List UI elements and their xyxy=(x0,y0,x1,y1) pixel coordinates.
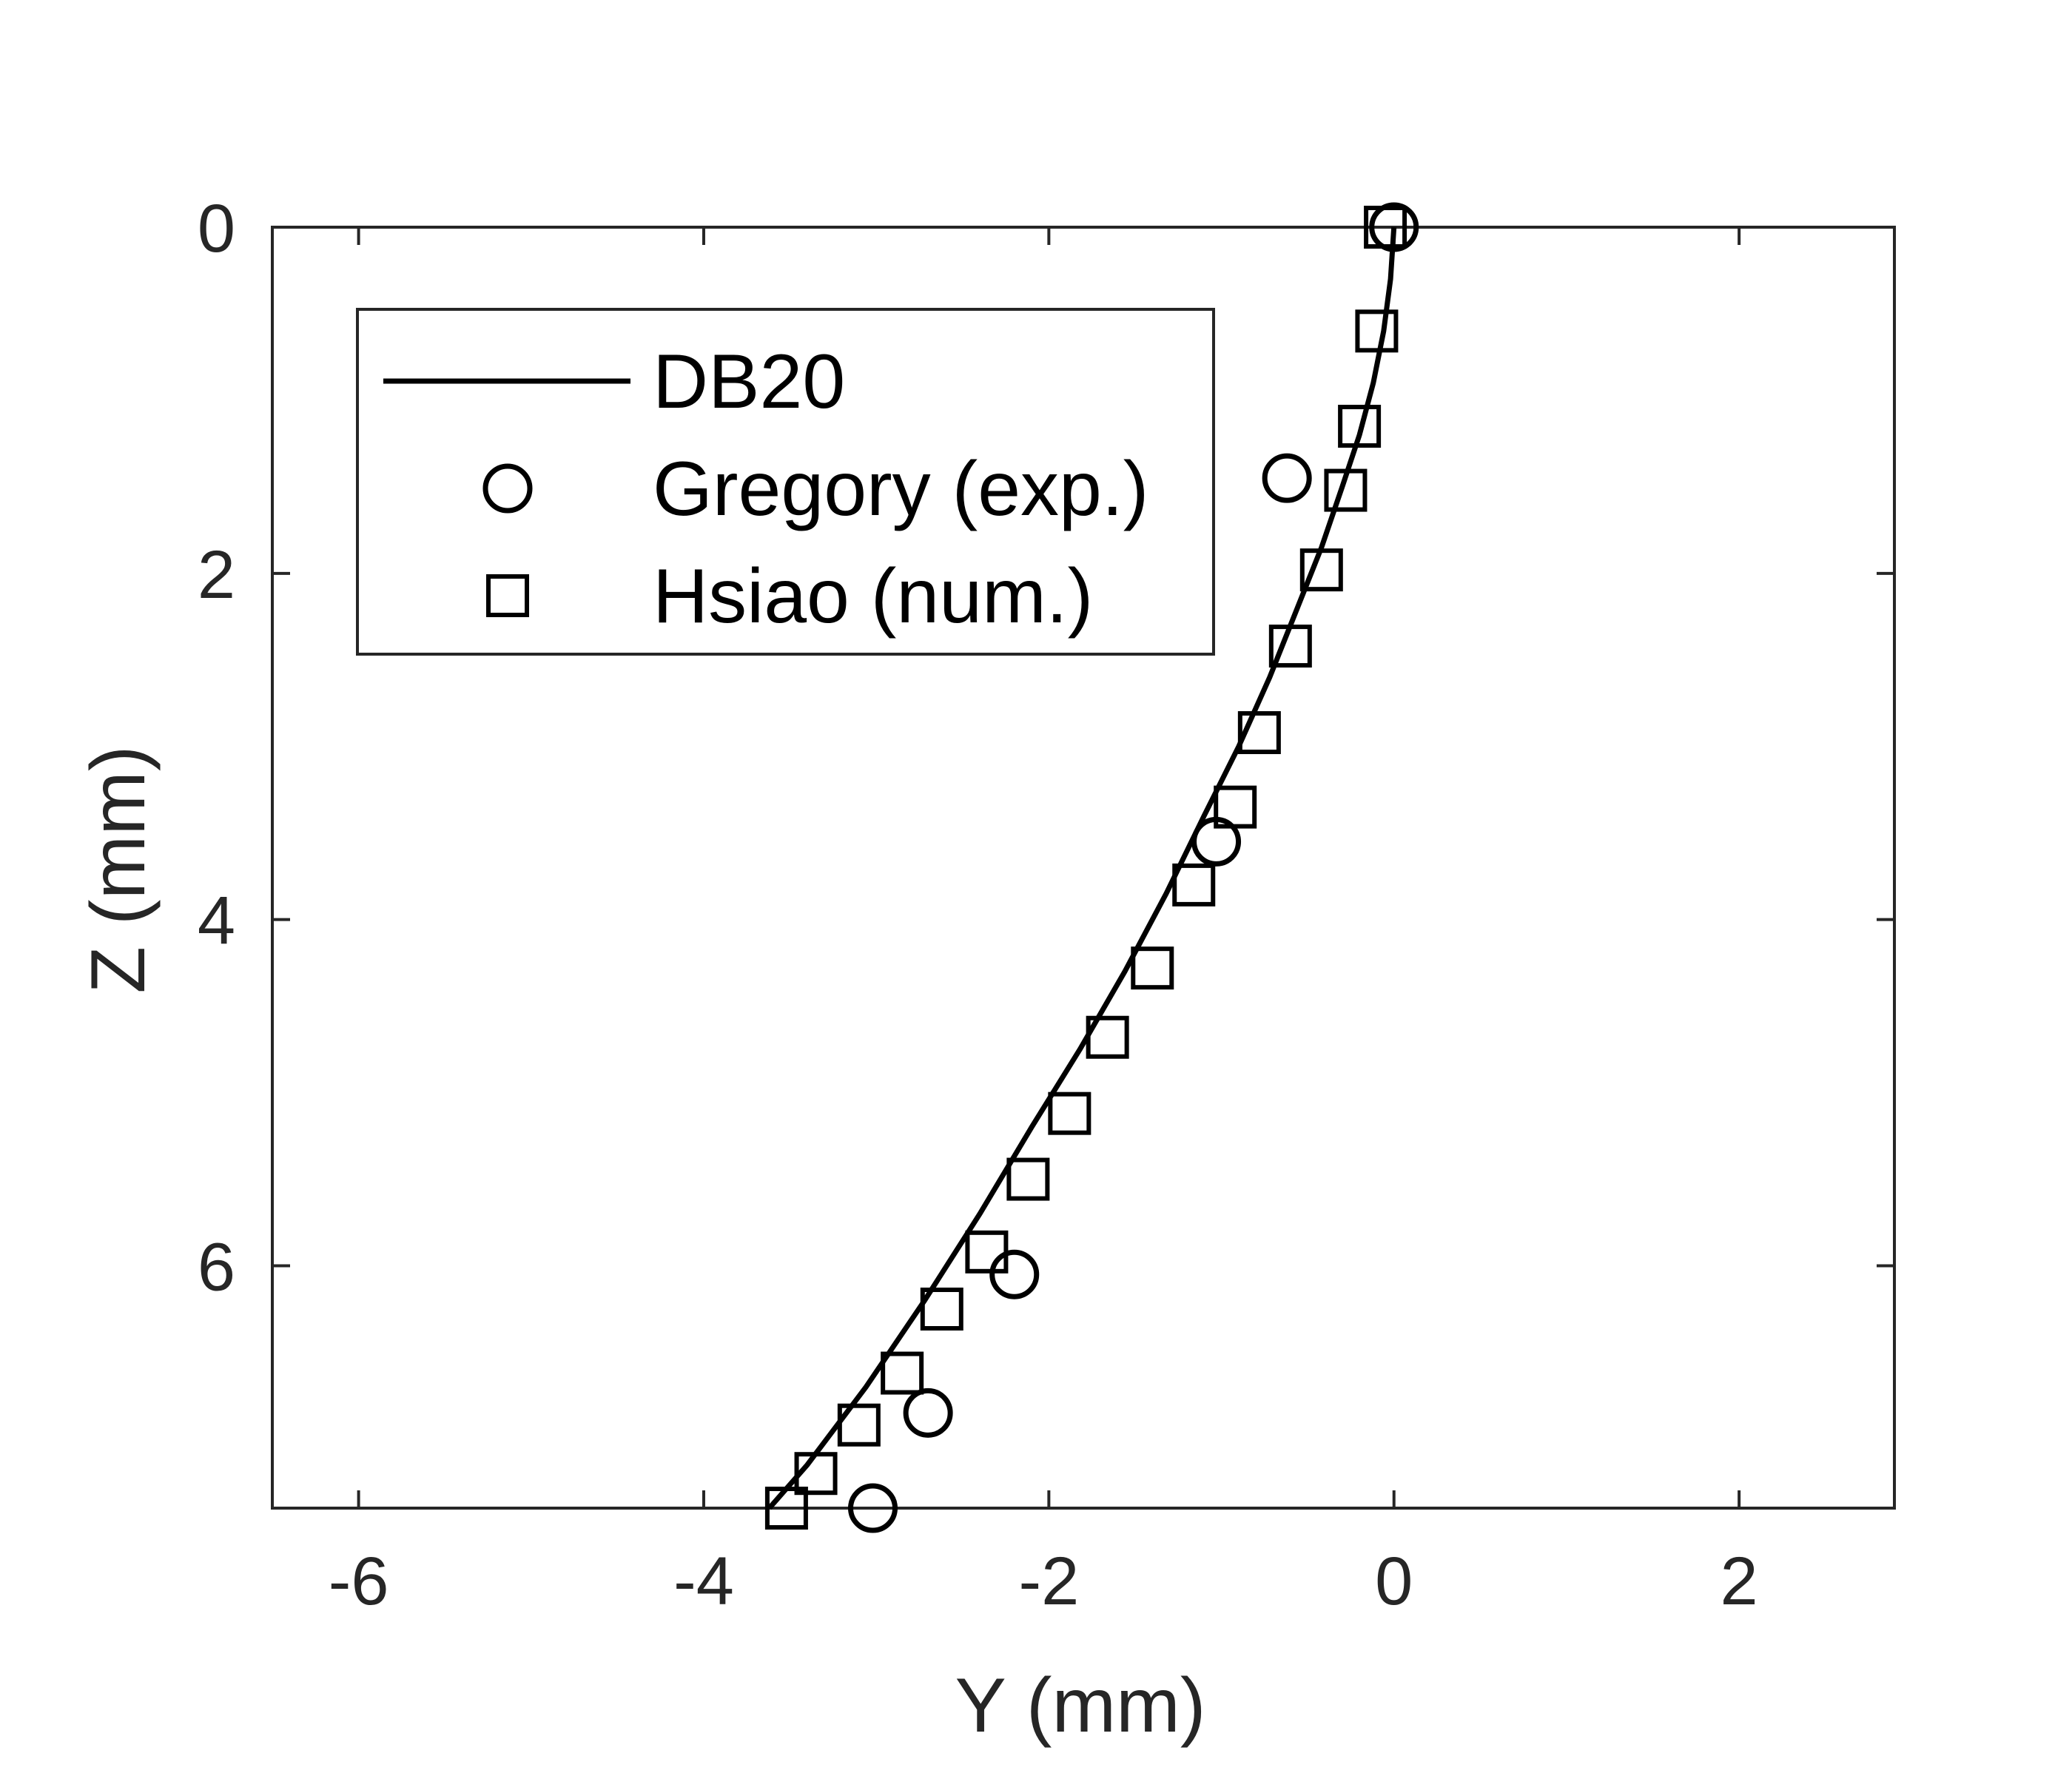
y-tick-label: 0 xyxy=(198,191,235,266)
data-point-square xyxy=(837,1403,881,1447)
data-point-square xyxy=(1172,863,1216,906)
data-point-square xyxy=(965,1230,1009,1274)
x-tick-label: 2 xyxy=(1720,1544,1758,1619)
data-point-square xyxy=(1214,785,1257,829)
y-axis-label: Z (mm) xyxy=(75,746,161,994)
data-point-square xyxy=(1338,405,1382,448)
legend: DB20 Gregory (exp.) Hsiao (num.) xyxy=(356,308,1215,656)
series-layer xyxy=(764,202,1419,1533)
y-tick-label: 6 xyxy=(198,1230,235,1305)
data-point-square xyxy=(1355,309,1399,353)
data-point-square xyxy=(764,1487,808,1530)
legend-box xyxy=(356,308,1215,656)
series-line-db20 xyxy=(767,226,1397,1510)
x-tick-label: -2 xyxy=(1018,1544,1079,1619)
y-tick-label: 4 xyxy=(198,884,235,959)
y-tick-label: 2 xyxy=(198,537,235,613)
data-point-square xyxy=(1006,1157,1050,1201)
data-point-circle xyxy=(1262,453,1312,503)
x-tick-label: -4 xyxy=(673,1544,734,1619)
data-point-circle xyxy=(989,1249,1040,1299)
legend-label: Hsiao (num.) xyxy=(653,554,1093,639)
data-point-circle xyxy=(848,1483,898,1533)
x-axis-ticks: -6 -4 -2 0 2 xyxy=(329,227,1758,1619)
data-point-square xyxy=(1086,1015,1129,1059)
x-tick-label: -6 xyxy=(329,1544,389,1619)
data-point-square xyxy=(1131,946,1174,990)
data-point-square xyxy=(1299,548,1343,592)
x-tick-label: 0 xyxy=(1375,1544,1413,1619)
legend-label: Gregory (exp.) xyxy=(653,446,1148,532)
legend-label: DB20 xyxy=(653,339,845,425)
data-point-circle xyxy=(1369,202,1419,252)
data-point-square xyxy=(881,1351,924,1395)
data-point-circle xyxy=(903,1388,953,1438)
legend-swatch-square xyxy=(486,574,529,617)
x-axis-label: Y (mm) xyxy=(955,1663,1206,1749)
data-point-square xyxy=(1324,468,1368,512)
data-point-square xyxy=(920,1287,963,1331)
data-point-square xyxy=(1048,1092,1092,1135)
data-point-square xyxy=(1364,206,1407,249)
y-axis-ticks: 0 2 4 6 xyxy=(198,191,1894,1305)
data-point-square xyxy=(1268,625,1312,668)
data-point-square xyxy=(794,1452,838,1496)
data-point-square xyxy=(1237,711,1281,755)
legend-swatch-circle xyxy=(482,463,533,514)
